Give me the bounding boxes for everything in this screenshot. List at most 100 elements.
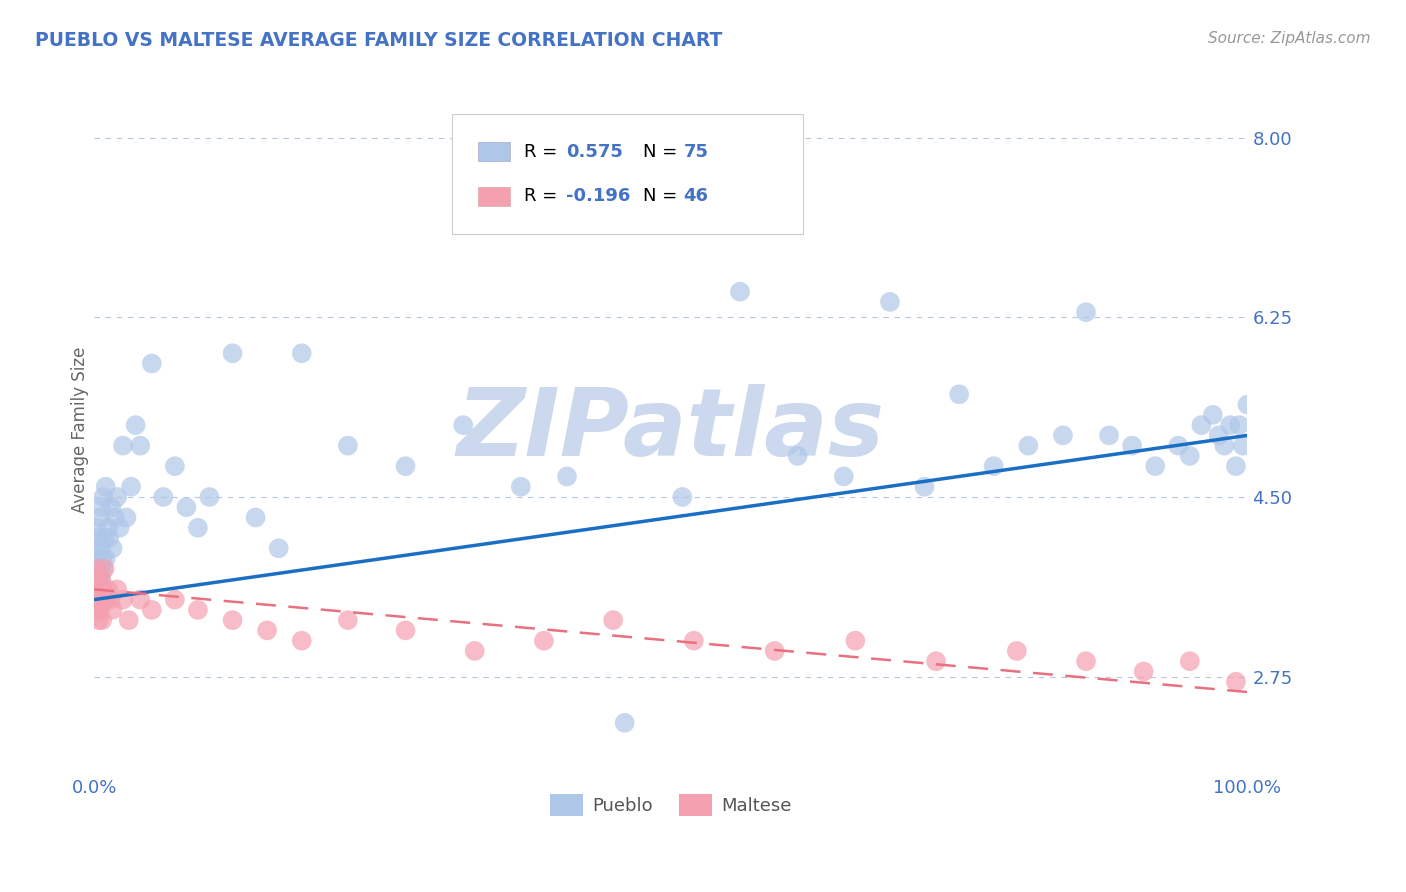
Point — [464, 644, 486, 658]
Point — [86, 582, 108, 597]
Text: N =: N = — [643, 187, 683, 205]
Point — [1236, 398, 1258, 412]
Point — [256, 624, 278, 638]
Point — [91, 582, 114, 597]
Point — [728, 285, 751, 299]
Point — [97, 582, 120, 597]
Point — [87, 592, 110, 607]
Point — [86, 582, 108, 597]
Point — [1225, 674, 1247, 689]
Text: 0.575: 0.575 — [565, 143, 623, 161]
Text: R =: R = — [524, 187, 564, 205]
Point — [87, 613, 110, 627]
Point — [124, 418, 146, 433]
FancyBboxPatch shape — [478, 142, 510, 161]
Point — [90, 572, 112, 586]
Point — [221, 613, 243, 627]
Point — [1074, 305, 1097, 319]
Point — [1005, 644, 1028, 658]
Point — [93, 490, 115, 504]
Text: R =: R = — [524, 143, 564, 161]
Point — [1052, 428, 1074, 442]
Point — [98, 531, 121, 545]
Point — [93, 531, 115, 545]
Point — [451, 418, 474, 433]
Point — [925, 654, 948, 668]
Point — [844, 633, 866, 648]
Point — [141, 603, 163, 617]
Point — [101, 541, 124, 556]
Point — [86, 592, 108, 607]
Point — [533, 633, 555, 648]
Point — [336, 613, 359, 627]
Point — [105, 582, 128, 597]
Point — [86, 531, 108, 545]
Point — [87, 541, 110, 556]
Point — [267, 541, 290, 556]
Text: PUEBLO VS MALTESE AVERAGE FAMILY SIZE CORRELATION CHART: PUEBLO VS MALTESE AVERAGE FAMILY SIZE CO… — [35, 31, 723, 50]
Point — [832, 469, 855, 483]
Point — [786, 449, 808, 463]
Point — [84, 572, 107, 586]
Point — [1017, 439, 1039, 453]
Point — [94, 592, 117, 607]
Point — [602, 613, 624, 627]
Point — [1232, 439, 1254, 453]
Legend: Pueblo, Maltese: Pueblo, Maltese — [543, 787, 799, 823]
Point — [613, 715, 636, 730]
Point — [163, 592, 186, 607]
Point — [90, 500, 112, 515]
Point — [129, 439, 152, 453]
Point — [118, 613, 141, 627]
Point — [84, 592, 107, 607]
Point — [163, 459, 186, 474]
Point — [141, 357, 163, 371]
Point — [187, 521, 209, 535]
Point — [93, 562, 115, 576]
FancyBboxPatch shape — [451, 114, 803, 235]
Point — [394, 624, 416, 638]
Point — [105, 490, 128, 504]
Point — [683, 633, 706, 648]
Point — [914, 480, 936, 494]
Point — [86, 551, 108, 566]
Point — [1229, 418, 1251, 433]
Point — [509, 480, 531, 494]
Point — [152, 490, 174, 504]
Point — [86, 582, 108, 597]
Text: -0.196: -0.196 — [565, 187, 630, 205]
Text: Source: ZipAtlas.com: Source: ZipAtlas.com — [1208, 31, 1371, 46]
Point — [86, 521, 108, 535]
Point — [87, 572, 110, 586]
FancyBboxPatch shape — [478, 186, 510, 206]
Point — [93, 562, 115, 576]
Point — [86, 562, 108, 576]
Text: ZIPatlas: ZIPatlas — [457, 384, 884, 476]
Point — [671, 490, 693, 504]
Point — [91, 613, 114, 627]
Point — [89, 582, 111, 597]
Point — [89, 582, 111, 597]
Point — [93, 582, 115, 597]
Point — [87, 592, 110, 607]
Point — [1167, 439, 1189, 453]
Point — [1219, 418, 1241, 433]
Point — [115, 510, 138, 524]
Point — [336, 439, 359, 453]
Point — [90, 541, 112, 556]
Point — [1189, 418, 1212, 433]
Point — [100, 500, 122, 515]
Point — [948, 387, 970, 401]
Text: 46: 46 — [683, 187, 709, 205]
Point — [94, 480, 117, 494]
Point — [763, 644, 786, 658]
Point — [101, 603, 124, 617]
Point — [1178, 449, 1201, 463]
Point — [84, 562, 107, 576]
Point — [104, 510, 127, 524]
Text: 75: 75 — [683, 143, 709, 161]
Point — [1202, 408, 1225, 422]
Point — [198, 490, 221, 504]
Point — [1225, 459, 1247, 474]
Y-axis label: Average Family Size: Average Family Size — [72, 347, 89, 514]
